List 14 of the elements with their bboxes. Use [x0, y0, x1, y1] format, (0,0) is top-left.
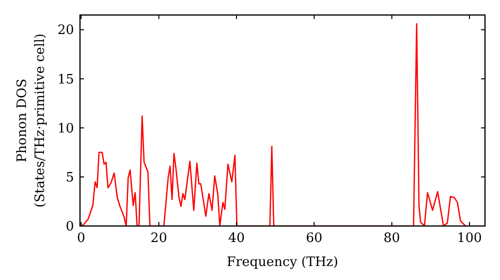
x-tick-label: 40 — [228, 231, 245, 246]
x-tick-label: 80 — [384, 231, 400, 246]
x-tick-label: 20 — [150, 231, 168, 246]
y-tick-label: 20 — [57, 23, 74, 38]
x-tick-label: 100 — [457, 231, 482, 246]
y-tick-label: 15 — [57, 72, 74, 88]
line-series — [80, 23, 466, 226]
x-tick-label: 0 — [77, 231, 86, 246]
y-tick-label: 0 — [66, 220, 74, 234]
y-tick-label: 10 — [57, 121, 74, 136]
y-tick-label: 5 — [66, 170, 74, 186]
x-axis-title: Frequency (THz) — [226, 255, 338, 270]
y-axis-title: Phonon DOS (States/THz·primitive cell) — [15, 33, 48, 208]
x-tick-label: 60 — [306, 231, 322, 246]
